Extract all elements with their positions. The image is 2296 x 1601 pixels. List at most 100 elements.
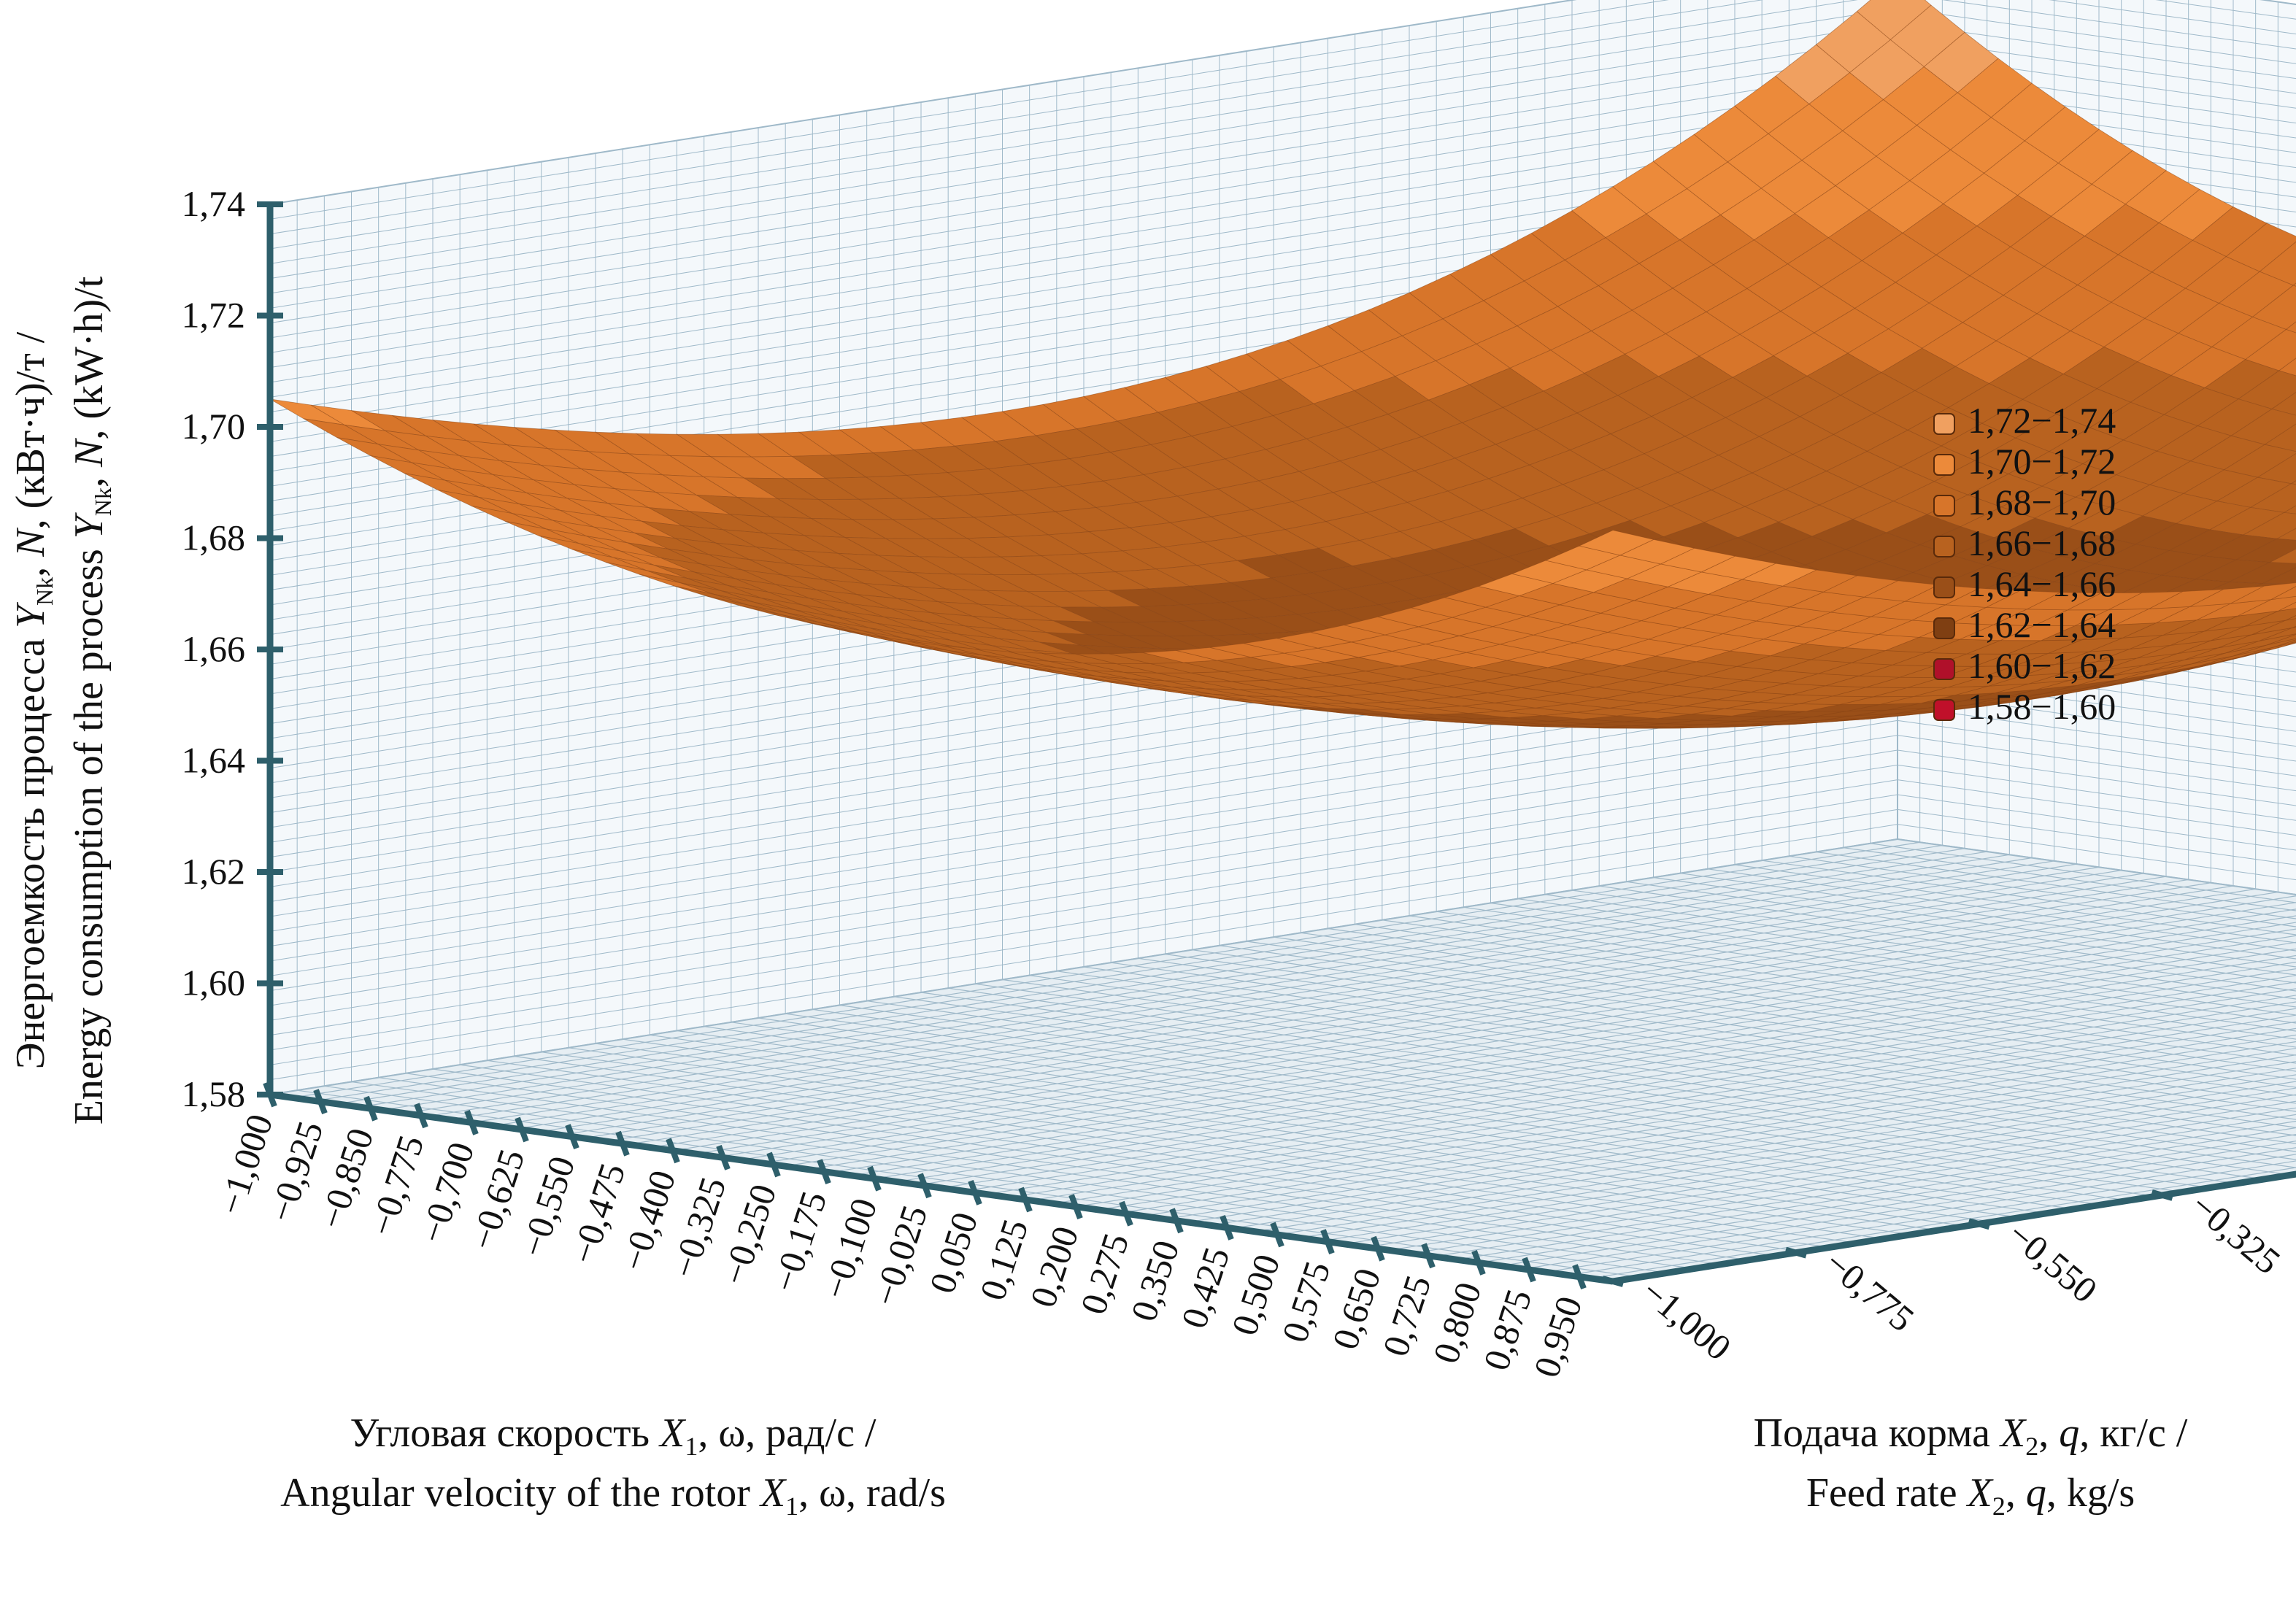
floor-grid-line — [1276, 1074, 2296, 1235]
z-tick-label: 1,64 — [182, 740, 246, 781]
wall-grid-line — [1897, 96, 2296, 153]
x-tick — [1421, 1243, 1436, 1269]
legend-label: 1,58−1,60 — [1968, 686, 2116, 727]
floor-grid-line — [1590, 1167, 2296, 1279]
wall-grid-line — [269, 67, 1898, 324]
floor-grid — [269, 838, 2296, 1283]
z-axis-title: Энергоемкость процесса YNk, N, (кВт·ч)/т… — [8, 276, 116, 1124]
floor-grid-line — [1232, 1061, 2296, 1230]
surface-patch — [2290, 480, 2296, 485]
floor-grid-line — [1255, 1068, 2296, 1232]
axes — [257, 201, 2296, 1290]
svg-text:Угловая скорость X1, ω, рад/с: Угловая скорость X1, ω, рад/с / — [350, 1411, 877, 1461]
floor-grid-line — [1219, 945, 2296, 1096]
floor-grid-line — [1544, 894, 2296, 1000]
floor-grid-line — [1653, 876, 2296, 968]
x-tick — [414, 1103, 428, 1129]
x-tick — [1572, 1264, 1587, 1290]
x-tick — [1119, 1200, 1133, 1227]
legend-swatch — [1933, 495, 1955, 517]
floor-grid-line — [1599, 885, 2296, 984]
floor-grid-line — [1436, 911, 2296, 1032]
x-tick — [363, 1095, 378, 1122]
floor-grid-line — [1433, 1120, 2296, 1257]
wall-grid-line — [269, 7, 1898, 264]
y-tick-label: −0,325 — [2184, 1184, 2289, 1281]
x-tick — [1220, 1214, 1234, 1241]
floor-grid-line — [1897, 838, 2296, 895]
z-tick-label: 1,60 — [182, 962, 246, 1003]
x-tick — [1371, 1235, 1385, 1262]
floor-grid-line — [1366, 1100, 2296, 1248]
floor-grid-line — [1568, 1160, 2296, 1276]
legend-label: 1,72−1,74 — [1968, 400, 2116, 441]
x-axis-title: Угловая скорость X1, ω, рад/с / Angular … — [280, 1411, 946, 1521]
floor-grid-line — [1734, 864, 2296, 944]
floor-grid-line — [1187, 1047, 2296, 1223]
floor-grid-line — [1030, 1001, 2296, 1201]
x-tick — [464, 1109, 479, 1135]
floor-grid-line — [1789, 855, 2296, 927]
legend-swatch — [1933, 658, 1955, 680]
floor-grid-line — [1626, 881, 2296, 976]
floor-grid-line — [963, 981, 2296, 1192]
x-tick — [666, 1138, 680, 1164]
wall-grid-line — [1897, 690, 2296, 747]
floor-grid-line — [1389, 1107, 2296, 1251]
floor-grid-line — [1478, 1134, 2296, 1263]
svg-text:Подача корма X2, q, кг/с /: Подача корма X2, q, кг/с / — [1754, 1411, 2188, 1461]
y-tick — [1968, 1218, 1990, 1230]
floor-grid-line — [986, 988, 2296, 1195]
legend-swatch — [1933, 617, 1955, 639]
x-axis-line — [269, 1091, 1614, 1285]
wall-grid-line — [269, 0, 1764, 235]
legend-label: 1,66−1,68 — [1968, 522, 2116, 563]
z-tick-label: 1,70 — [182, 406, 246, 447]
legend-swatch — [1933, 576, 1955, 598]
floor-grid-line — [1523, 1147, 2296, 1270]
x-tick — [1522, 1257, 1536, 1283]
x-tick — [968, 1179, 982, 1205]
floor-grid-line — [1142, 1034, 2296, 1216]
floor-grid-line — [1355, 924, 2296, 1056]
z-tick-label: 1,74 — [182, 183, 246, 224]
legend-swatch — [1933, 699, 1955, 721]
svg-text:Energy consumption of the proc: Energy consumption of the process YNk, N… — [66, 276, 116, 1124]
wall-grid-line — [1897, 675, 2296, 732]
floor-grid-line — [1411, 1114, 2296, 1254]
y-tick-label: −0,775 — [1817, 1242, 1922, 1339]
surface-patch — [2278, 358, 2296, 377]
y-tick — [2151, 1189, 2173, 1201]
floor-grid-line — [1463, 906, 2296, 1024]
x-tick — [917, 1173, 932, 1199]
svg-text:Энергоемкость процесса YNk, N,: Энергоемкость процесса YNk, N, (кВт·ч)/т… — [8, 331, 58, 1069]
x-tick — [817, 1159, 831, 1185]
z-tick-label: 1,62 — [182, 851, 246, 892]
floor-grid-line — [1843, 847, 2296, 911]
floor-grid-line — [1490, 902, 2296, 1016]
floor-grid-line — [1209, 1054, 2296, 1226]
floor-grid-line — [1762, 860, 2296, 935]
x-tick — [1270, 1222, 1284, 1248]
y-axis-line — [1612, 1170, 2296, 1285]
floor-grid-line — [1246, 941, 2296, 1088]
wall-grid-line — [269, 82, 1898, 339]
legend: 1,72−1,741,70−1,721,68−1,701,66−1,681,64… — [1933, 400, 2116, 727]
floor-grid-line — [1571, 890, 2296, 992]
floor-grid-line — [1120, 1027, 2296, 1214]
x-tick — [1169, 1208, 1184, 1234]
floor-grid-line — [1053, 1008, 2296, 1204]
legend-label: 1,60−1,62 — [1968, 645, 2116, 686]
floor-grid-line — [1098, 1021, 2296, 1211]
floor-grid-line — [1165, 1041, 2296, 1220]
floor-grid-line — [1299, 1081, 2296, 1238]
legend-label: 1,62−1,64 — [1968, 604, 2116, 645]
z-tick-label: 1,66 — [182, 628, 246, 669]
z-tick-label: 1,58 — [182, 1073, 246, 1114]
x-tick — [766, 1151, 781, 1178]
floor-grid-line — [1870, 843, 2296, 903]
x-tick — [313, 1089, 328, 1115]
y-tick — [1784, 1246, 1807, 1259]
floor-grid-line — [1517, 898, 2296, 1008]
